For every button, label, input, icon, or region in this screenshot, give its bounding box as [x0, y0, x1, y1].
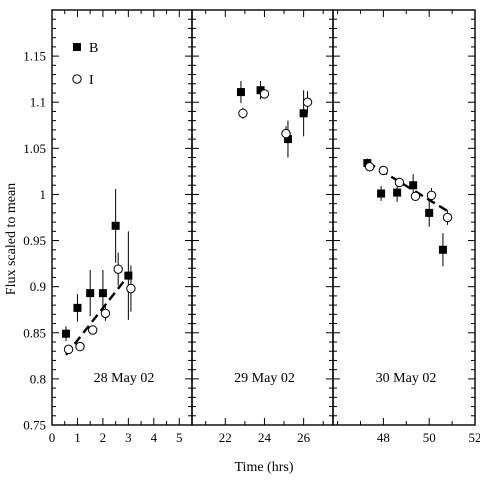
data-point-I: [302, 97, 313, 107]
y-axis-ticks: 0.75 0.8 0.85 0.9 0.95 1 1.05 1.1 1.15: [23, 49, 46, 433]
data-point-I: [63, 344, 74, 355]
x-tick-label: 4: [151, 430, 158, 445]
y-tick-label: 0.8: [30, 371, 46, 386]
data-point-B: [124, 271, 133, 280]
data-point-I: [259, 89, 270, 99]
data-point-B: [62, 329, 70, 338]
data-point-I: [426, 190, 437, 201]
data-point-B: [393, 188, 402, 197]
x-tick-label: 2: [100, 430, 107, 445]
panels: 0 1 2 3 4 5 28 May 02 22 24 26 29 May 02 48 50 52 30 M…: [49, 9, 480, 445]
data-point-I: [126, 283, 136, 294]
data-point-B: [256, 86, 265, 95]
data-point-I: [442, 212, 453, 223]
data-point-B: [86, 289, 95, 298]
x-tick-label: 0: [49, 430, 56, 445]
x-tick-label: 26: [297, 430, 311, 445]
x-tick-label: 1: [74, 430, 81, 445]
x-tick-label: 50: [423, 430, 436, 445]
data-point-B: [438, 245, 447, 254]
data-point-I: [113, 264, 123, 274]
x-axis-label: Time (hrs): [235, 460, 294, 475]
panel-date-label: 30 May 02: [376, 371, 437, 386]
panel-frame: [191, 9, 334, 426]
data-point-B: [236, 88, 245, 97]
data-point-B: [98, 289, 107, 298]
panel-frame: [332, 9, 476, 426]
x-tick-label: 48: [377, 430, 390, 445]
x-tick-label: 3: [125, 430, 132, 445]
data-point-I: [281, 128, 291, 139]
data-point-B: [111, 221, 120, 230]
y-tick-label: 0.85: [23, 325, 46, 340]
data-point-I: [410, 191, 421, 201]
x-tick-label: 22: [219, 430, 232, 445]
panel-2: 22 24 26 29 May 02: [191, 9, 334, 445]
data-point-I: [394, 177, 405, 188]
panel-1: 0 1 2 3 4 5 28 May 02: [49, 9, 193, 445]
x-tick-label: 52: [469, 430, 480, 445]
data-point-I: [364, 162, 375, 172]
legend-label: B: [89, 41, 98, 56]
data-point-I: [378, 165, 389, 176]
data-point-B: [409, 181, 418, 190]
y-tick-label: 0.9: [30, 279, 46, 294]
data-point-B: [283, 135, 292, 144]
y-tick-label: 0.95: [23, 233, 46, 248]
legend: BI: [72, 41, 98, 88]
panel-3: 48 50 52 30 May 02: [332, 9, 480, 445]
data-point-I: [238, 108, 248, 118]
legend-marker-B: [73, 43, 81, 51]
data-point-B: [73, 303, 82, 312]
x-tick-label: 5: [176, 430, 183, 445]
panel-frame: [51, 9, 193, 426]
panel-date-label: 29 May 02: [234, 371, 295, 386]
legend-marker-I: [72, 74, 82, 84]
data-point-B: [299, 109, 308, 118]
y-tick-label: 1.1: [30, 95, 46, 110]
y-tick-label: 1: [40, 187, 47, 202]
data-point-I: [100, 308, 111, 319]
data-point-B: [425, 208, 434, 217]
y-tick-label: 1.15: [23, 49, 46, 64]
x-tick-label: 24: [258, 430, 272, 445]
data-point-B: [377, 189, 386, 198]
y-tick-label: 0.75: [23, 418, 46, 433]
panel-date-label: 28 May 02: [94, 371, 155, 386]
y-axis-label: Flux scaled to mean: [4, 183, 19, 295]
y-tick-label: 1.05: [23, 141, 46, 156]
fit-line: [65, 274, 130, 356]
legend-label: I: [89, 73, 94, 88]
data-point-I: [88, 325, 98, 335]
data-point-I: [75, 341, 85, 352]
